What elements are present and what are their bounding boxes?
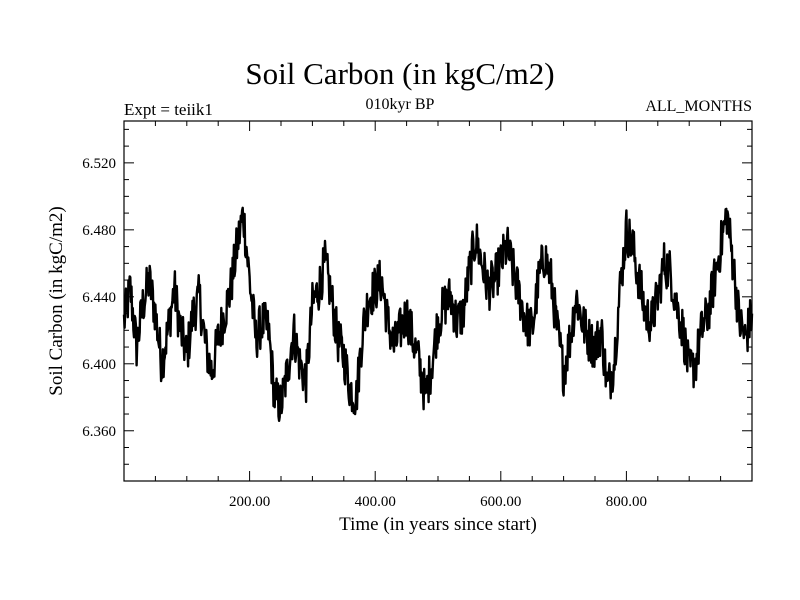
x-tick-label: 200.00 bbox=[229, 494, 270, 510]
axis-ticks bbox=[124, 121, 752, 482]
x-tick-label: 400.00 bbox=[355, 494, 396, 510]
y-tick-label: 6.400 bbox=[82, 357, 116, 373]
period-label: 010kyr BP bbox=[365, 96, 435, 113]
series-line bbox=[122, 206, 754, 422]
experiment-label: Expt = teiik1 bbox=[124, 100, 213, 119]
y-tick-label: 6.480 bbox=[82, 223, 116, 239]
y-tick-label: 6.440 bbox=[82, 290, 116, 306]
x-tick-labels: 200.00 400.00 600.00 800.00 bbox=[229, 494, 647, 510]
months-label: ALL_MONTHS bbox=[645, 98, 752, 115]
x-tick-label: 800.00 bbox=[606, 494, 647, 510]
x-axis-label: Time (in years since start) bbox=[339, 514, 537, 535]
y-tick-label: 6.520 bbox=[82, 156, 116, 172]
y-axis-label: Soil Carbon (in kgC/m2) bbox=[46, 206, 67, 395]
y-tick-label: 6.360 bbox=[82, 424, 116, 440]
x-tick-label: 600.00 bbox=[480, 494, 521, 510]
y-tick-labels: 6.360 6.400 6.440 6.480 6.520 bbox=[82, 156, 116, 440]
chart-title: Soil Carbon (in kgC/m2) bbox=[245, 56, 555, 91]
